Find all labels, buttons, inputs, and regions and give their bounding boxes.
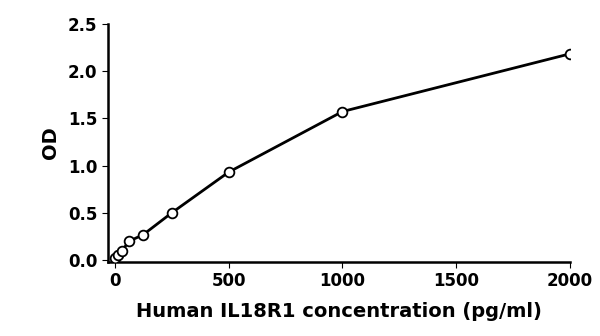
Y-axis label: OD: OD [41, 126, 60, 159]
X-axis label: Human IL18R1 concentration (pg/ml): Human IL18R1 concentration (pg/ml) [136, 302, 542, 321]
